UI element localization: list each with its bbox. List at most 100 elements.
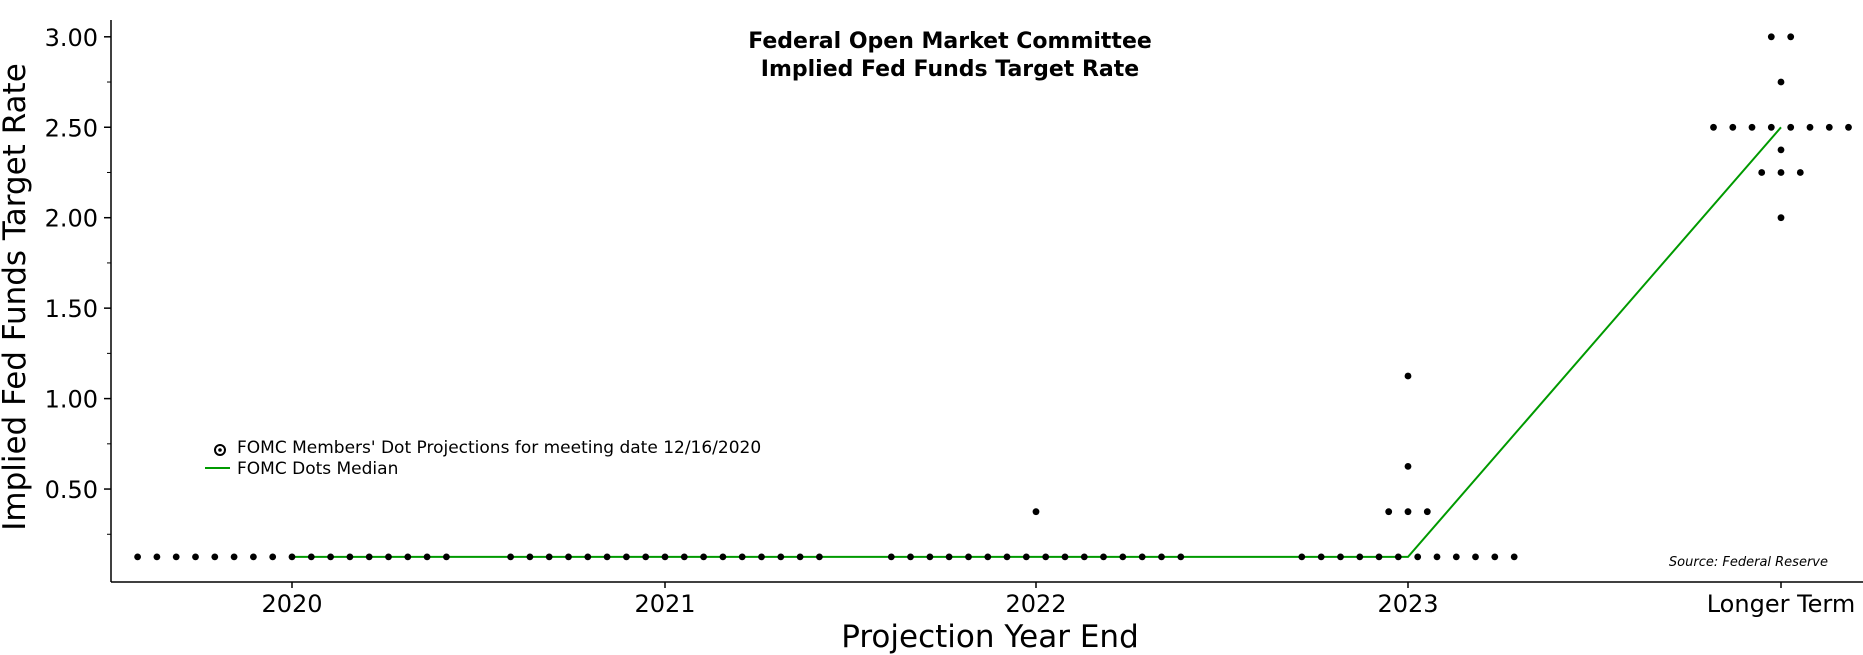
- fomc-dot: [796, 553, 804, 561]
- source-note: Source: Federal Reserve: [1669, 555, 1828, 570]
- fomc-dot: [565, 553, 572, 561]
- fomc-dot: [1777, 78, 1785, 86]
- fomc-dot: [816, 553, 823, 561]
- fomc-dot: [1787, 123, 1795, 131]
- fomc-dot: [642, 553, 650, 561]
- y-axis-title: Implied Fed Funds Target Rate: [0, 63, 33, 531]
- fomc-dot: [1414, 553, 1422, 561]
- fomc-dot: [661, 553, 669, 561]
- x-tick-label: 2021: [634, 590, 695, 618]
- fomc-dot: [700, 553, 707, 561]
- fomc-dot: [269, 553, 277, 561]
- fomc-dot: [777, 553, 785, 561]
- fomc-dot: [1729, 123, 1737, 131]
- fomc-dot: [153, 553, 161, 561]
- dots-layer: [134, 33, 1852, 561]
- fomc-dot: [738, 553, 746, 561]
- fomc-dot: [1394, 553, 1402, 561]
- fomc-dot: [623, 553, 630, 561]
- fomc-dot: [1080, 553, 1088, 561]
- fomc-dot: [758, 553, 765, 561]
- fomc-dot: [134, 553, 142, 561]
- x-tick-label: Longer Term: [1707, 590, 1856, 618]
- fomc-dot: [346, 553, 354, 561]
- fomc-dot: [1100, 553, 1107, 561]
- fomc-dot: [288, 553, 296, 561]
- x-axis-ticks: 2020 2021 2022 2023 Longer Term: [261, 582, 1855, 618]
- median-line: [292, 126, 1782, 558]
- fomc-dot: [1317, 553, 1325, 561]
- y-tick-label: 2.50: [45, 114, 98, 142]
- fomc-dot: [1003, 553, 1011, 561]
- fomc-dot: [1787, 33, 1795, 41]
- fomc-dot: [965, 553, 972, 561]
- x-tick-label: 2020: [261, 590, 322, 618]
- fomc-dot: [1298, 553, 1306, 561]
- fomc-dot: [404, 553, 412, 561]
- fomc-dot: [1158, 553, 1165, 561]
- fomc-dot: [1452, 553, 1460, 561]
- fomc-dot: [1404, 508, 1412, 516]
- fomc-dot: [250, 553, 257, 561]
- fomc-dot: [1491, 553, 1499, 561]
- fomc-dot: [1806, 123, 1814, 131]
- fomc-dot: [365, 553, 373, 561]
- x-tick-label: 2023: [1377, 590, 1438, 618]
- y-tick-label: 0.50: [45, 476, 98, 504]
- y-tick-label: 2.00: [45, 205, 98, 233]
- fomc-dot: [1356, 553, 1364, 561]
- x-tick-label: 2022: [1005, 590, 1066, 618]
- fomc-dot: [1767, 33, 1775, 41]
- fomc-dot: [887, 553, 895, 561]
- fomc-dot: [1758, 169, 1766, 176]
- fomc-dot: [230, 553, 238, 561]
- fomc-dot: [907, 553, 914, 561]
- fomc-dot: [507, 553, 514, 561]
- fomc-dot: [603, 553, 611, 561]
- fomc-dot: [1119, 553, 1127, 561]
- chart-title: Federal Open Market Committee: [748, 29, 1152, 54]
- fomc-dot: [172, 553, 180, 561]
- fomc-dot: [526, 553, 534, 561]
- fomc-dot: [984, 553, 992, 561]
- fomc-dot: [1138, 553, 1146, 561]
- fomc-dot: [1177, 553, 1185, 561]
- fomc-dot: [1433, 553, 1441, 561]
- fomc-dot: [1845, 123, 1852, 131]
- fomc-dot: [385, 553, 392, 561]
- fomc-dot: [1404, 463, 1412, 470]
- fomc-dot: [1375, 553, 1383, 561]
- fomc-dot: [1385, 508, 1393, 516]
- fomc-dot: [1710, 123, 1717, 131]
- fomc-dot: [1423, 508, 1431, 516]
- fomc-dot: [1777, 146, 1785, 154]
- y-tick-label: 3.00: [45, 24, 98, 52]
- legend-dot-marker: [214, 444, 226, 456]
- fomc-dot: [1472, 553, 1479, 561]
- fomc-dot: [1404, 372, 1412, 380]
- y-axis-ticks: 0.50 1.00 1.50 2.00 2.50 3.00: [45, 24, 111, 535]
- fomc-dot: [1022, 553, 1030, 561]
- fomc-dot: [1042, 553, 1050, 561]
- fomc-dot: [1796, 169, 1804, 176]
- fomc-dot: [211, 553, 219, 561]
- y-tick-label: 1.50: [45, 295, 98, 323]
- fomc-dot: [1337, 553, 1344, 561]
- fomc-dot: [719, 553, 727, 561]
- fomc-dot: [1767, 123, 1775, 131]
- legend-dots-label: FOMC Members' Dot Projections for meetin…: [237, 438, 761, 458]
- fomc-dot: [945, 553, 953, 561]
- fomc-dot: [327, 553, 334, 561]
- fomc-dot: [680, 553, 688, 561]
- fomc-dot: [1777, 169, 1785, 176]
- fomc-dot: [1061, 553, 1069, 561]
- fomc-dot: [1748, 123, 1756, 131]
- fomc-dot: [1032, 508, 1040, 516]
- fomc-dot: [1777, 214, 1785, 222]
- fomc-dot: [926, 553, 934, 561]
- legend-median-label: FOMC Dots Median: [237, 459, 398, 479]
- x-axis-title: Projection Year End: [841, 619, 1139, 655]
- fomc-dot: [584, 553, 592, 561]
- fomc-dot: [443, 553, 450, 561]
